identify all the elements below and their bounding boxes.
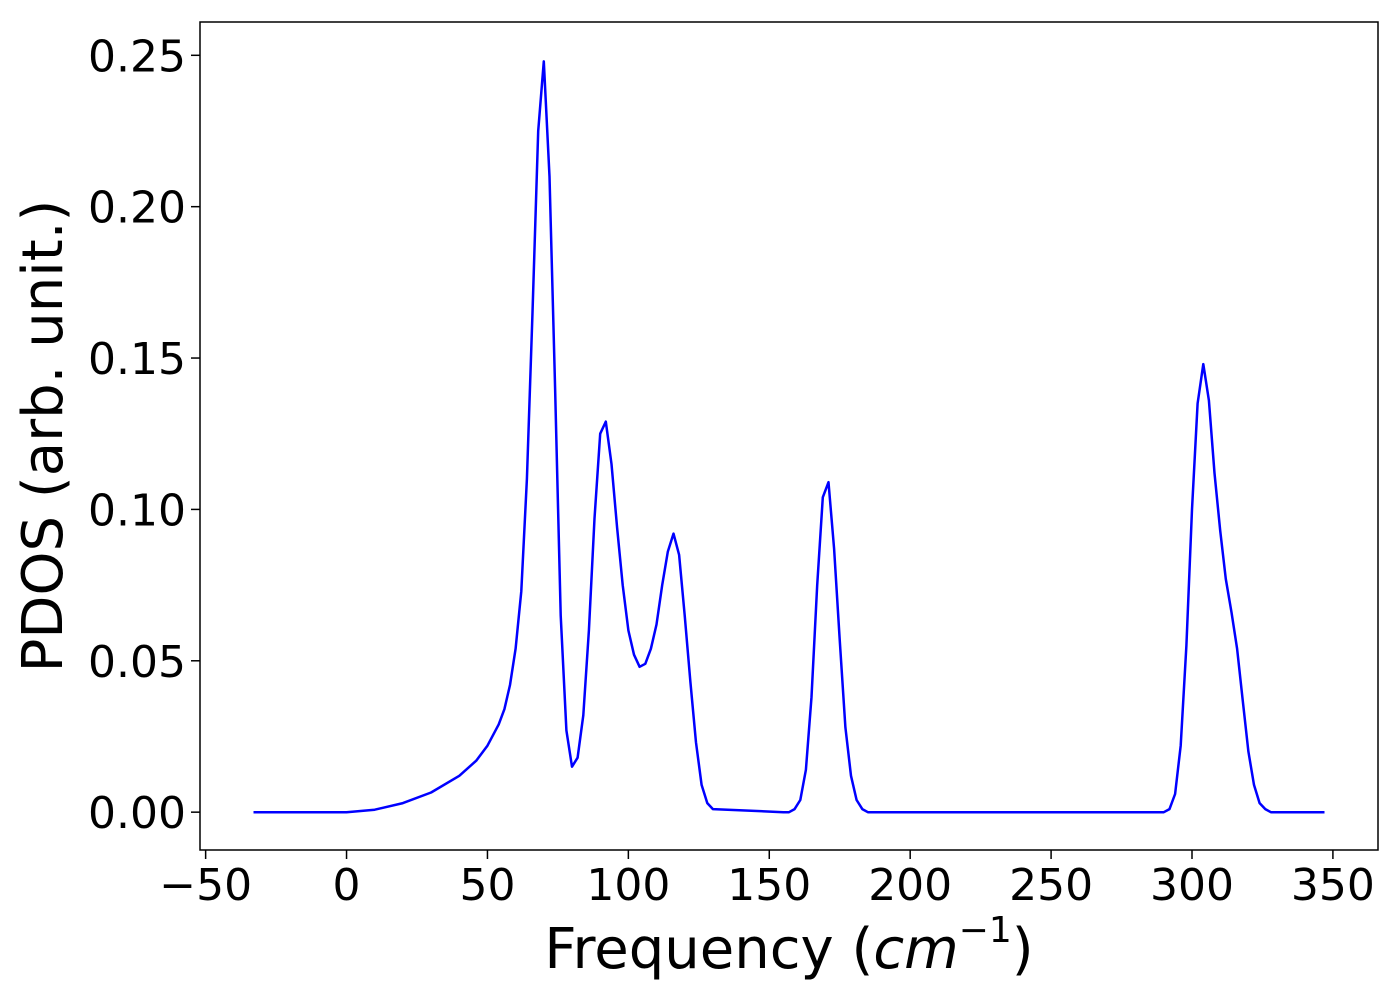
pdos-line xyxy=(253,60,1325,814)
x-tick-label: −50 xyxy=(159,860,252,911)
y-tick-label: 0.05 xyxy=(88,637,186,688)
x-tick-label: 300 xyxy=(1150,860,1234,911)
x-tick-label: 50 xyxy=(459,860,515,911)
y-axis-title: PDOS (arb. unit.) xyxy=(11,200,76,673)
x-tick-label: 250 xyxy=(1009,860,1093,911)
x-tick-label: 200 xyxy=(868,860,952,911)
x-tick-label: 0 xyxy=(333,860,361,911)
y-tick-label: 0.15 xyxy=(88,334,186,385)
x-tick-label: 100 xyxy=(586,860,670,911)
y-axis-ticks: 0.00 0.05 0.10 0.15 0.20 0.25 xyxy=(88,31,200,839)
x-tick-label: 350 xyxy=(1291,860,1375,911)
plot-area xyxy=(199,21,1379,851)
y-tick-label: 0.25 xyxy=(88,31,186,82)
y-tick-label: 0.10 xyxy=(88,485,186,536)
x-tick-label: 150 xyxy=(727,860,811,911)
x-axis-title: Frequency (cm−1) xyxy=(544,910,1033,982)
x-axis-ticks: −50 0 50 100 150 200 250 300 350 xyxy=(159,850,1375,911)
y-tick-label: 0.00 xyxy=(88,788,186,839)
y-tick-label: 0.20 xyxy=(88,183,186,234)
